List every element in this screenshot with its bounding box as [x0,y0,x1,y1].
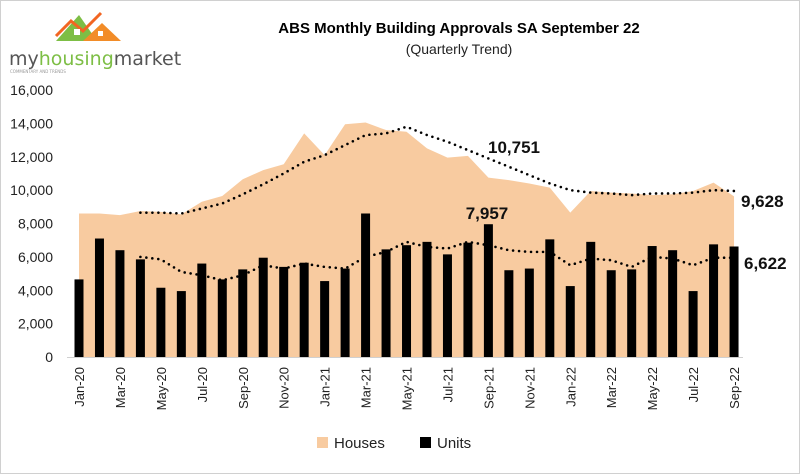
units-bar [299,262,309,357]
logo-arrow [54,11,103,38]
units-bar [197,263,207,357]
units-bar [340,268,350,357]
units-bar [381,249,391,357]
units-bar [74,279,84,357]
units-bar [94,238,104,357]
units-bar [320,281,330,357]
x-tick-label: Nov-20 [277,367,292,409]
x-tick-label: Mar-22 [604,367,619,408]
y-tick-label: 16,000 [10,82,53,98]
x-tick-label: Jan-22 [563,367,578,407]
units-bar [258,257,268,357]
chart-title: ABS Monthly Building Approvals SA Septem… [278,20,639,37]
y-tick-label: 6,000 [18,249,53,265]
x-tick-label: Mar-20 [113,367,128,408]
legend-swatch-houses [317,437,328,448]
trend-line-houses [139,125,736,215]
y-tick-label: 10,000 [10,182,53,198]
units-bar [627,269,637,357]
units-bar [709,244,719,357]
x-tick-label: Sep-21 [481,367,496,409]
legend-label-houses: Houses [334,435,385,452]
x-tick-label: Sep-22 [727,367,742,409]
legend-label-units: Units [437,435,471,452]
units-bar [402,245,412,357]
y-tick-label: 8,000 [18,216,53,232]
x-tick-label: Jan-21 [318,367,333,407]
units-bar [463,242,473,357]
x-tick-label: Sep-20 [236,367,251,409]
units-bar [668,250,678,357]
units-bar [156,287,166,357]
logo: myhousingmarket COMMENTARY AND TRENDS [9,11,181,74]
x-tick-label: Jul-20 [195,367,210,402]
x-tick-label: Mar-21 [359,367,374,408]
units-bar [524,268,534,357]
y-tick-label: 2,000 [18,316,53,332]
units-bar [483,224,493,357]
data-label: 6,622 [744,254,787,273]
units-bar [279,266,289,357]
units-bar [115,250,125,357]
data-label: 7,957 [466,204,509,223]
units-bar [545,239,555,357]
x-tick-label: Jul-22 [686,367,701,402]
units-bar [361,213,371,357]
units-bar [688,291,698,357]
units-bar [729,246,739,357]
trend-line-units [139,240,736,282]
x-tick-label: Nov-21 [522,367,537,409]
units-bar [586,241,596,357]
units-bar [647,246,657,357]
svg-text:COMMENTARY AND TRENDS: COMMENTARY AND TRENDS [10,69,66,74]
data-label: 10,751 [488,138,540,157]
legend-swatch-units [420,437,431,448]
units-bar [442,254,452,357]
units-bar [238,269,248,357]
y-tick-label: 12,000 [10,149,53,165]
units-bar [606,270,616,357]
y-tick-label: 0 [45,349,53,365]
svg-text:myhousingmarket: myhousingmarket [9,48,181,70]
data-label: 9,628 [741,192,784,211]
x-tick-label: Jan-20 [72,367,87,407]
legend: Houses Units [317,435,471,452]
units-bar [176,291,186,357]
units-bar [504,270,514,357]
x-tick-label: May-22 [645,367,660,410]
units-bar [422,241,432,357]
logo-house-green [56,15,97,41]
x-tick-label: May-21 [400,367,415,410]
units-bar [217,279,227,357]
x-tick-label: May-20 [154,367,169,410]
chart-subtitle: (Quarterly Trend) [406,41,513,57]
units-bar [565,286,575,357]
y-tick-label: 14,000 [10,115,53,131]
x-tick-label: Jul-21 [440,367,455,402]
units-bar [135,259,145,357]
y-tick-label: 4,000 [18,282,53,298]
